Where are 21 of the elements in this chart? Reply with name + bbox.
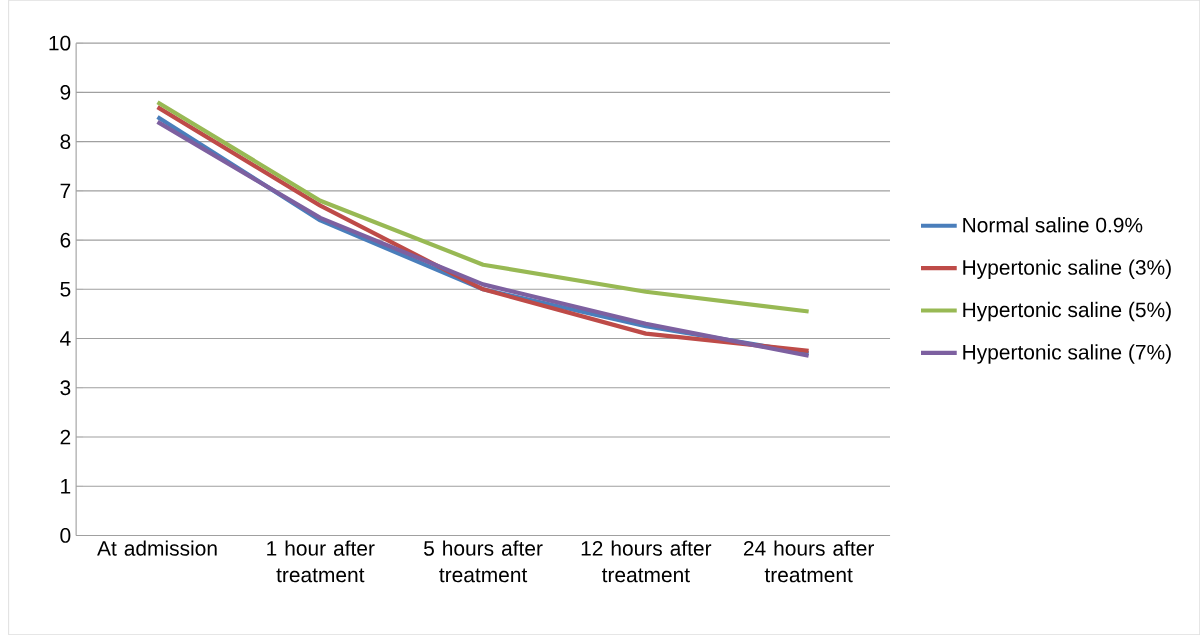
line-series: [155, 100, 811, 314]
y-tick-label: 5: [60, 282, 71, 297]
y-tick-label: 3: [60, 380, 71, 396]
legend-label: Hypertonic saline (7%): [963, 344, 1171, 364]
x-tick-label: 12 hours after treatment: [581, 540, 712, 583]
y-tick-label: 8: [60, 134, 71, 150]
legend-label: Hypertonic saline (5%): [963, 301, 1171, 322]
x-tick-label: At admission: [97, 540, 217, 556]
y-tick-label: 2: [60, 429, 71, 445]
y-tick-label: 6: [60, 232, 71, 248]
legend-label: Normal saline 0.9%: [963, 217, 1143, 233]
y-tick-label: 9: [60, 84, 71, 100]
y-tick-label: 4: [60, 331, 71, 346]
x-tick-label: 5 hours after treatment: [423, 540, 543, 583]
y-tick-label: 0: [60, 528, 71, 543]
legend-label: Hypertonic saline (3%): [963, 259, 1171, 279]
y-tick-label: 10: [49, 35, 71, 51]
x-tick-label: 1 hour after treatment: [267, 540, 375, 583]
x-tick-label: 24 hours after treatment: [743, 540, 874, 583]
y-tick-label: 7: [60, 183, 71, 199]
y-tick-label: 1: [61, 479, 71, 494]
